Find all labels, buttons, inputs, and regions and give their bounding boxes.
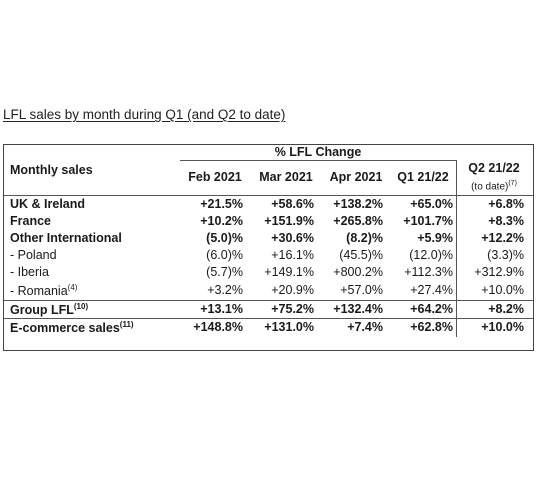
- column-header: Q1 21/22: [397, 170, 449, 184]
- footnote-marker: (4): [67, 283, 78, 292]
- table-cell: (12.0)%: [409, 248, 453, 262]
- table-cell: +7.4%: [347, 320, 383, 334]
- row-label: Other International: [10, 231, 122, 245]
- row-label: - Poland: [10, 248, 57, 262]
- row-label: UK & Ireland: [10, 197, 85, 211]
- table-cell: +12.2%: [481, 231, 524, 245]
- table-cell: +6.8%: [488, 197, 524, 211]
- section-title: LFL sales by month during Q1 (and Q2 to …: [3, 107, 286, 122]
- table-cell: +138.2%: [333, 197, 383, 211]
- table-cell: +20.9%: [271, 283, 314, 297]
- table-cell: +10.0%: [481, 320, 524, 334]
- group-lfl-bottom-rule: [4, 318, 533, 319]
- lfl-table: [3, 144, 534, 351]
- header-bottom-rule: [4, 195, 533, 196]
- footnote-marker: (10): [73, 302, 89, 311]
- table-cell: (45.5)%: [339, 248, 383, 262]
- row-label-text: UK & Ireland: [10, 197, 86, 211]
- row-label: - Romania(4): [10, 283, 77, 298]
- table-cell: +10.0%: [481, 283, 524, 297]
- q2-column-header: Q2 21/22 (to date)(7): [458, 161, 530, 194]
- q2-header-note: (7): [508, 180, 517, 187]
- table-cell: (6.0)%: [206, 248, 243, 262]
- table-cell: +151.9%: [264, 214, 314, 228]
- column-header: Mar 2021: [259, 170, 313, 184]
- row-label-text: - Iberia: [10, 265, 49, 279]
- table-cell: (5.7)%: [206, 265, 243, 279]
- row-label: - Iberia: [10, 265, 49, 279]
- row-label-text: Other International: [10, 231, 122, 245]
- group-lfl-top-rule: [4, 300, 533, 301]
- table-cell: +3.2%: [207, 283, 243, 297]
- table-cell: +27.4%: [410, 283, 453, 297]
- table-cell: +149.1%: [264, 265, 314, 279]
- row-label-text: - Romania: [10, 284, 68, 299]
- table-cell: +62.8%: [410, 320, 453, 334]
- table-cell: +57.0%: [340, 283, 383, 297]
- table-cell: +131.0%: [264, 320, 314, 334]
- table-cell: (5.0)%: [206, 231, 243, 245]
- row-label-text: E-commerce sales: [10, 321, 120, 336]
- table-cell: +8.3%: [488, 214, 524, 228]
- table-cell: +800.2%: [333, 265, 383, 279]
- table-cell: +13.1%: [200, 302, 243, 316]
- footnote-marker: (11): [119, 320, 134, 329]
- group-header-rule: [180, 160, 456, 161]
- table-cell: +148.8%: [193, 320, 243, 334]
- column-header: Apr 2021: [329, 170, 383, 184]
- row-label: E-commerce sales(11): [10, 320, 134, 335]
- table-cell: +65.0%: [410, 197, 453, 211]
- table-cell: (8.2)%: [346, 231, 383, 245]
- table-cell: +312.9%: [474, 265, 524, 279]
- q2-column-divider: [456, 160, 457, 337]
- table-cell: +21.5%: [200, 197, 243, 211]
- table-cell: +10.2%: [200, 214, 243, 228]
- table-cell: (3.3)%: [487, 248, 524, 262]
- table-cell: +132.4%: [333, 302, 383, 316]
- row-label: France: [10, 214, 51, 228]
- table-cell: +58.6%: [271, 197, 314, 211]
- table-cell: +30.6%: [271, 231, 314, 245]
- table-cell: +75.2%: [271, 302, 314, 316]
- q2-header-label: Q2 21/22: [468, 161, 520, 175]
- table-cell: +112.3%: [404, 265, 453, 279]
- table-cell: +16.1%: [271, 248, 314, 262]
- group-header: % LFL Change: [274, 145, 362, 159]
- q2-header-sub: (to date)(7): [471, 180, 517, 193]
- row-label-text: Group LFL: [10, 303, 74, 318]
- row-label-text: France: [10, 214, 51, 228]
- table-cell: +5.9%: [417, 231, 453, 245]
- table-cell: +265.8%: [333, 214, 383, 228]
- row-label-text: - Poland: [10, 248, 57, 262]
- table-cell: +8.2%: [488, 302, 524, 316]
- row-header: Monthly sales: [10, 163, 93, 177]
- table-cell: +64.2%: [410, 302, 453, 316]
- table-cell: +101.7%: [403, 214, 453, 228]
- column-header: Feb 2021: [188, 170, 242, 184]
- row-label: Group LFL(10): [10, 302, 88, 317]
